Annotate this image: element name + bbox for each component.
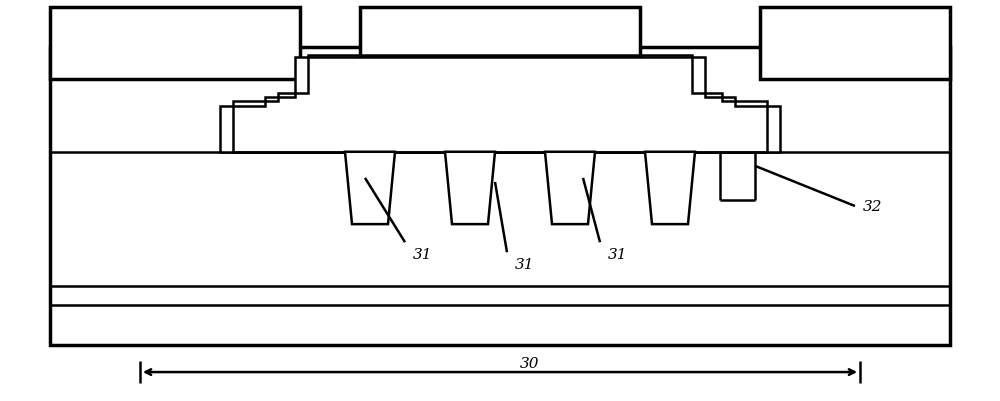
Polygon shape	[760, 8, 950, 80]
Text: 32: 32	[863, 200, 883, 213]
Text: 31: 31	[413, 247, 433, 261]
Polygon shape	[50, 48, 950, 345]
Polygon shape	[545, 152, 595, 225]
Polygon shape	[360, 8, 640, 58]
Polygon shape	[645, 152, 695, 225]
Text: 31: 31	[608, 247, 628, 261]
Text: 31: 31	[515, 257, 534, 271]
Polygon shape	[345, 152, 395, 225]
Polygon shape	[220, 58, 780, 152]
Text: 30: 30	[520, 356, 540, 370]
Polygon shape	[445, 152, 495, 225]
Polygon shape	[50, 8, 300, 80]
